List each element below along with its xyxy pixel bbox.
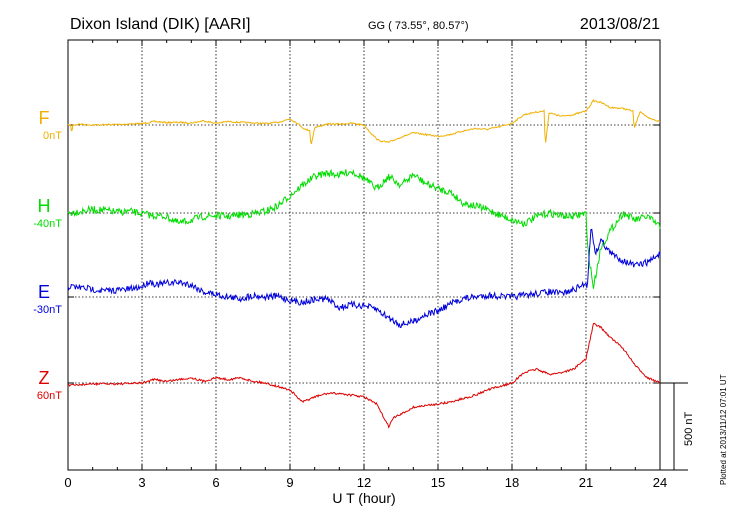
- channel-baseline-f: 0nT: [43, 130, 62, 142]
- x-tick-label: 6: [212, 475, 219, 490]
- x-tick-label: 15: [431, 475, 445, 490]
- x-tick-label: 18: [505, 475, 519, 490]
- scale-bar: 500 nT: [660, 382, 695, 471]
- channel-baseline-h: -40nT: [33, 218, 62, 230]
- channel-baseline-e: -30nT: [33, 304, 62, 316]
- x-tick-label: 21: [579, 475, 593, 490]
- x-tick-label: 24: [653, 475, 667, 490]
- x-tick-label: 0: [64, 475, 71, 490]
- series-line-f: [67, 98, 661, 145]
- series-group: [67, 98, 661, 429]
- channel-label-f: F: [39, 108, 50, 128]
- channel-baseline-z: 60nT: [37, 390, 62, 402]
- series-line-h: [67, 168, 661, 289]
- channel-label-h: H: [38, 196, 51, 216]
- grid-lines: [68, 40, 660, 470]
- channel-labels: F 0nT H -40nT E -30nT Z 60nT: [33, 108, 62, 402]
- x-tick-label: 12: [357, 475, 371, 490]
- x-axis-label: U T (hour): [332, 490, 395, 506]
- x-tick-label: 3: [138, 475, 145, 490]
- series-line-z: [67, 322, 661, 429]
- scale-bar-label: 500 nT: [683, 411, 695, 446]
- plotted-timestamp: Plotted at 2013/11/12 07:01 UT: [719, 374, 728, 485]
- channel-label-z: Z: [39, 368, 50, 388]
- series-line-e: [67, 228, 661, 329]
- station-title: Dixon Island (DIK) [AARI]: [70, 16, 251, 33]
- x-tick-label: 9: [286, 475, 293, 490]
- axis-ticks: 0 3 6 9 12 15 18 21 24: [64, 40, 667, 490]
- channel-label-e: E: [38, 282, 50, 302]
- station-coordinates: GG ( 73.55°, 80.57°): [368, 20, 469, 32]
- chart-date: 2013/08/21: [580, 16, 660, 33]
